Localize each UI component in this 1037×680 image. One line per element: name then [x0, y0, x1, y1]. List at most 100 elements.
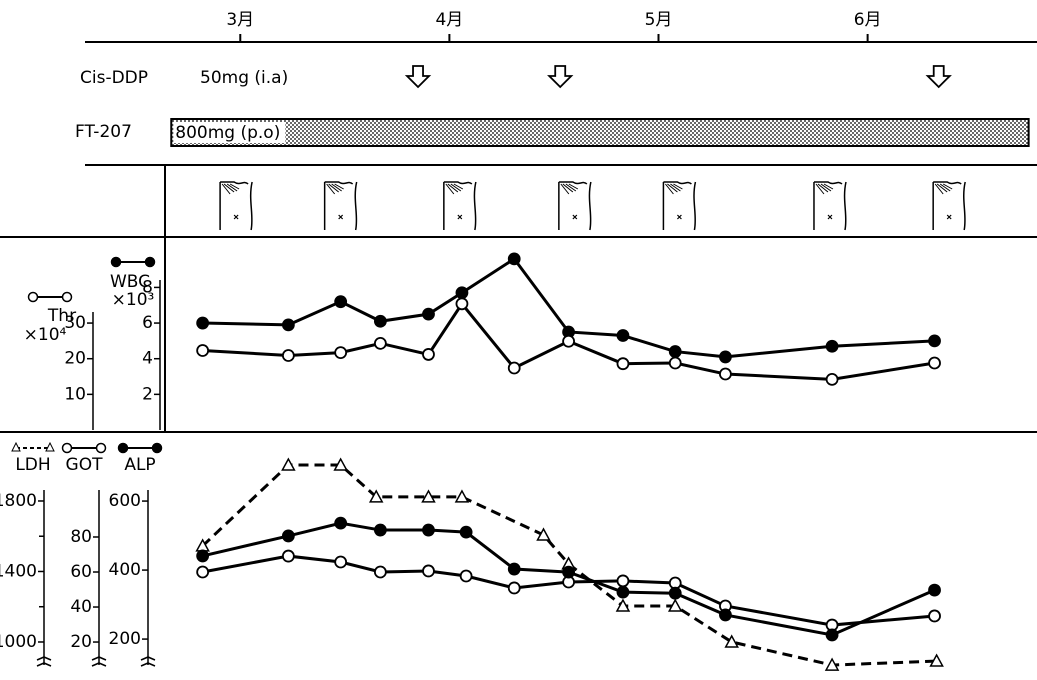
data-point	[422, 564, 435, 578]
data-point	[668, 356, 682, 370]
data-point	[562, 565, 575, 579]
icon-part	[932, 181, 966, 231]
data-point	[422, 348, 435, 361]
icon-part	[221, 183, 240, 195]
data-point	[928, 356, 941, 370]
legend-marker	[11, 441, 21, 452]
data-point	[281, 529, 295, 543]
data-point	[281, 318, 295, 332]
legend-unit: ×10⁴	[24, 325, 67, 345]
y-tick-label: 600	[109, 491, 141, 511]
dose-arrow	[404, 65, 432, 89]
y-tick-label: 80	[70, 527, 92, 547]
data-point	[334, 516, 348, 530]
y-tick-label: 8	[142, 277, 153, 297]
icon-part	[338, 214, 344, 220]
imaging-icon	[932, 181, 966, 231]
data-point	[196, 316, 210, 330]
data-point	[616, 357, 630, 371]
data-point	[616, 574, 630, 588]
icon-part	[323, 181, 358, 231]
dose-arrow	[925, 65, 952, 89]
dose-label-bg	[173, 122, 286, 143]
data-point	[667, 598, 683, 612]
legend-label: GOT	[66, 455, 104, 475]
icon-part	[326, 183, 344, 195]
y-tick-label: 200	[109, 629, 141, 649]
data-point	[455, 297, 469, 311]
icon-part	[815, 183, 834, 195]
data-point	[454, 489, 470, 503]
y-tick-label: 30	[64, 313, 86, 333]
data-point	[334, 346, 348, 360]
legend-label: LDH	[15, 455, 50, 475]
month-label: 4月	[435, 10, 463, 30]
data-point	[825, 372, 839, 386]
data-point	[373, 523, 387, 537]
dose-arrow	[547, 65, 574, 89]
data-point	[455, 286, 469, 300]
icon-part	[676, 214, 682, 220]
data-point	[724, 634, 739, 648]
data-point	[719, 350, 732, 364]
y-tick-label: 20	[70, 632, 92, 652]
data-point	[459, 569, 473, 583]
month-label: 3月	[226, 10, 254, 30]
icon-part	[662, 181, 697, 231]
legend-label: WBC	[110, 272, 150, 292]
icon-part	[665, 183, 683, 195]
legend-marker	[117, 442, 129, 454]
data-point	[368, 489, 384, 503]
data-point	[928, 583, 941, 597]
data-point	[507, 581, 521, 595]
data-point	[281, 549, 295, 563]
y-tick-label: 6	[142, 313, 153, 333]
data-point	[334, 555, 348, 569]
icon-part	[219, 181, 253, 231]
icon-part	[558, 181, 592, 231]
legend-marker	[95, 442, 107, 454]
legend-marker	[144, 256, 156, 268]
legend-label: ALP	[124, 455, 155, 475]
y-tick-label: 40	[70, 597, 92, 617]
drug-name: FT-207	[75, 122, 132, 142]
data-point	[616, 585, 630, 599]
data-point	[825, 339, 839, 353]
icon-part	[934, 183, 953, 195]
data-point	[281, 349, 295, 362]
icon-part	[946, 214, 952, 220]
data-point	[562, 334, 575, 348]
legend-label: Thr	[47, 306, 76, 326]
imaging-icon	[443, 181, 477, 231]
data-point	[824, 657, 840, 671]
y-tick-label: 1400	[0, 561, 37, 581]
legend-unit: ×10³	[112, 290, 155, 310]
month-label: 5月	[645, 10, 673, 30]
axis-break	[91, 656, 107, 667]
imaging-icon	[813, 181, 847, 231]
data-point	[825, 628, 839, 642]
data-point	[536, 527, 551, 541]
legend-marker	[110, 256, 122, 268]
drug-period-bar	[170, 118, 1030, 147]
icon-part	[560, 183, 579, 195]
drug-dose: 50mg (i.a)	[200, 68, 288, 88]
data-point	[616, 329, 630, 342]
data-point	[373, 314, 387, 328]
data-point	[507, 562, 521, 576]
drug-dose: 800mg (p.o)	[175, 123, 280, 143]
y-tick-label: 1000	[0, 632, 37, 652]
data-point	[196, 565, 210, 579]
icon-part	[457, 214, 463, 220]
legend-marker	[61, 442, 73, 454]
data-point	[334, 295, 348, 309]
data-point	[196, 549, 210, 563]
axis-break	[140, 656, 156, 667]
y-tick-label: 2	[142, 384, 153, 404]
data-point	[373, 565, 387, 579]
data-point	[719, 608, 732, 622]
data-point	[373, 336, 387, 350]
icon-part	[445, 183, 464, 195]
y-tick-label: 10	[64, 384, 86, 404]
